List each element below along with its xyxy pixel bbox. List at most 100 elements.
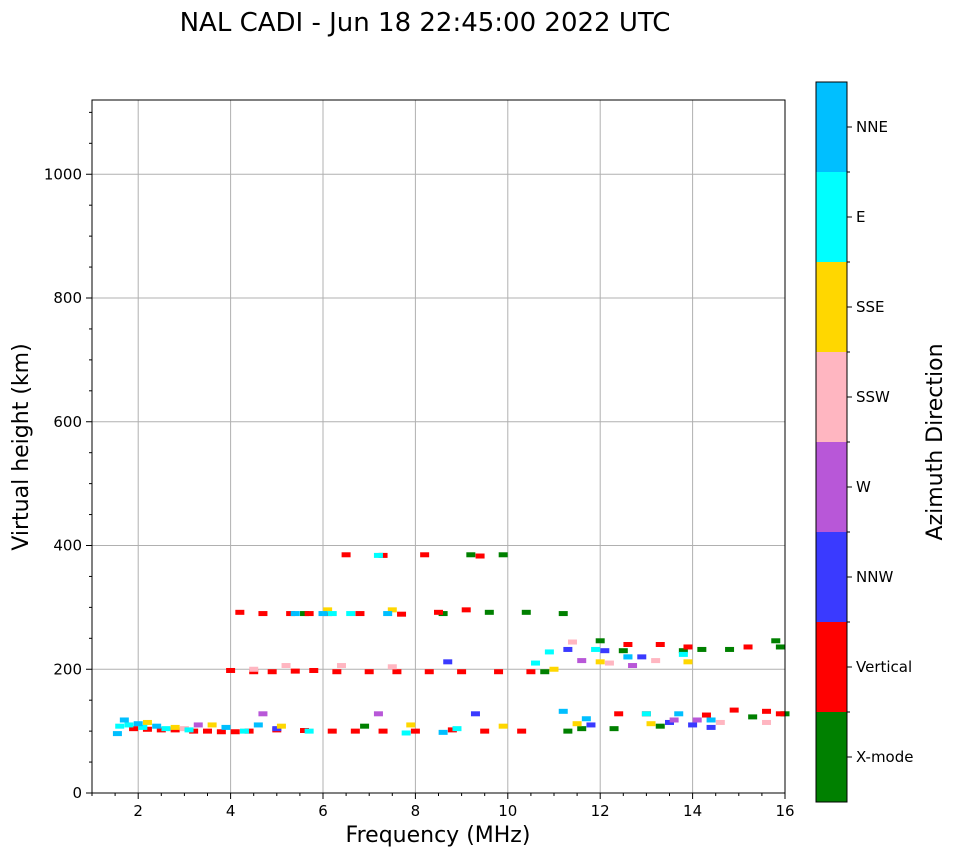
echo-point (665, 719, 674, 725)
colorbar-segment (816, 442, 847, 532)
echo-point (544, 649, 554, 655)
echo-point (438, 729, 448, 735)
echo-point (715, 719, 725, 725)
echo-point (152, 723, 162, 729)
echo-point (521, 609, 531, 615)
echo-point (577, 726, 587, 732)
echo-point (563, 728, 573, 734)
echo-point (336, 663, 346, 669)
echo-point (115, 723, 125, 729)
echo-point (360, 723, 370, 729)
echo-point (692, 717, 702, 723)
y-tick-label: 800 (53, 289, 82, 307)
echo-point (290, 611, 300, 617)
chart-title: NAL CADI - Jun 18 22:45:00 2022 UTC (180, 8, 671, 38)
echo-point (272, 726, 282, 732)
echo-point (572, 721, 582, 727)
x-tick-label: 10 (498, 802, 517, 820)
echo-point (641, 711, 651, 717)
colorbar-frame (815, 81, 848, 803)
echo-point (327, 611, 337, 617)
echo-point (434, 609, 443, 615)
echo-point (457, 669, 467, 675)
colorbar-label: SSW (856, 388, 890, 406)
x-axis-label: Frequency (MHz) (346, 823, 531, 848)
echo-point (286, 611, 296, 617)
echo-point (637, 654, 647, 660)
echo-point (623, 654, 633, 660)
echo-point (420, 552, 430, 558)
echo-point (410, 728, 420, 734)
echo-point (447, 727, 457, 733)
echo-point (138, 724, 148, 730)
colorbar-title: Azimuth Direction (923, 343, 948, 540)
echo-point (193, 722, 203, 728)
echo-point (475, 553, 485, 559)
echo-point (775, 644, 785, 650)
echo-point (142, 719, 152, 725)
echo-point (762, 708, 772, 714)
echo-point (600, 648, 610, 654)
echo-point (189, 728, 199, 734)
echo-point (531, 660, 541, 666)
echo-point (484, 609, 494, 615)
x-axis: 2 4 6 8 10 12 14 16 (91, 793, 795, 820)
echo-point (304, 728, 314, 734)
y-axis: 0 200 400 600 800 1000 (44, 111, 92, 802)
echo-point (133, 721, 143, 727)
echo-point (124, 722, 134, 728)
echo-point (438, 611, 448, 617)
echo-point (226, 667, 236, 673)
y-tick-label: 600 (53, 413, 82, 431)
echo-point (678, 648, 688, 654)
colorbar-segment (816, 532, 847, 622)
echo-point (591, 646, 601, 652)
echo-point (387, 607, 397, 613)
echo-point (567, 639, 577, 645)
echo-point (401, 730, 411, 736)
echo-point (161, 726, 171, 732)
colorbar-label: Vertical (856, 658, 912, 676)
colorbar-label: NNW (856, 568, 893, 586)
colorbar-label: W (856, 478, 871, 496)
colorbar-label: X-mode (856, 748, 913, 766)
grid (92, 100, 786, 794)
echo-point (669, 717, 679, 723)
echo-point (443, 659, 453, 665)
echo-point (748, 714, 758, 720)
echo-point (655, 723, 665, 729)
echo-point (378, 728, 388, 734)
x-tick-label: 2 (133, 802, 143, 820)
echo-point (498, 552, 508, 558)
echo-point (276, 723, 286, 729)
echo-point (683, 659, 693, 665)
echo-point (258, 711, 268, 717)
echo-point (609, 726, 619, 732)
echo-point (290, 668, 300, 674)
echo-point (281, 663, 291, 669)
echo-point (775, 711, 785, 717)
echo-point (119, 717, 129, 723)
echo-point (112, 731, 122, 737)
echo-point (526, 669, 536, 675)
colorbar-label: SSE (856, 298, 885, 316)
echo-point (378, 552, 388, 558)
data-points (112, 552, 790, 737)
colorbar-segment (816, 82, 847, 172)
echo-point (549, 666, 559, 672)
colorbar-segment (816, 352, 847, 442)
echo-point (249, 666, 259, 672)
echo-point (323, 607, 333, 613)
echo-point (604, 660, 614, 666)
colorbar-segment (816, 712, 847, 802)
colorbar-segment (816, 622, 847, 712)
echo-point (701, 712, 711, 718)
echo-point (480, 728, 490, 734)
echo-point (309, 667, 319, 673)
echo-point (586, 722, 596, 728)
echo-point (494, 669, 504, 675)
echo-point (221, 724, 231, 730)
echo-point (323, 611, 333, 617)
echo-point (203, 728, 212, 734)
